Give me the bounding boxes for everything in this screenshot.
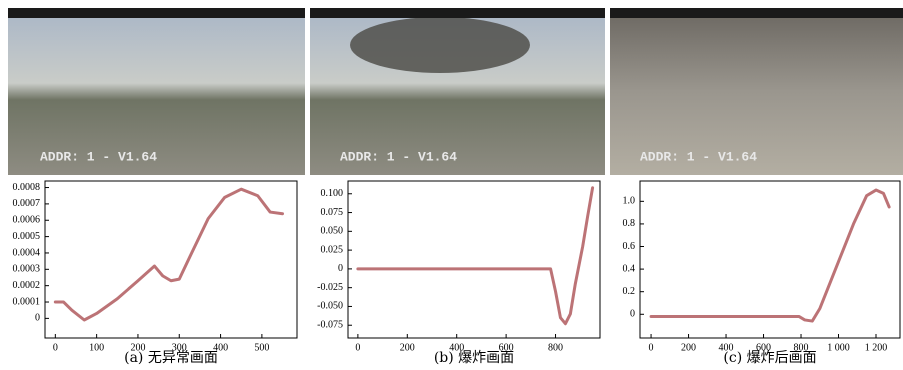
photo-overlay: ADDR: 1 - V1.64 [40, 149, 157, 164]
x-tick-label: 1 200 [865, 342, 888, 353]
y-tick-label: 0.0007 [13, 198, 41, 209]
x-tick-label: 0 [53, 342, 58, 353]
y-tick-label: 0.050 [321, 226, 344, 237]
y-tick-label: 0 [630, 309, 635, 320]
y-tick-label: 0 [338, 263, 343, 274]
y-tick-label: 0.2 [623, 286, 636, 297]
x-tick-label: 0 [355, 342, 360, 353]
y-tick-label: 0.8 [623, 218, 636, 229]
y-tick-label: 0.0004 [13, 247, 41, 258]
plot-frame [45, 181, 297, 338]
x-tick-label: 0 [649, 342, 654, 353]
y-tick-label: 0.0001 [13, 296, 41, 307]
photo-a: ADDR: 1 - V1.64 [8, 8, 305, 175]
y-tick-label: 1.0 [623, 196, 636, 207]
x-tick-label: 200 [400, 342, 415, 353]
y-tick-label: 0 [35, 313, 40, 324]
caption: (c) 爆炸后画面 [723, 350, 816, 366]
y-tick-label: 0.025 [321, 244, 344, 255]
y-tick-label: 0.6 [623, 241, 636, 252]
photo-c: ADDR: 1 - V1.64 [610, 8, 903, 175]
y-tick-label: 0.075 [321, 207, 344, 218]
x-tick-label: 200 [681, 342, 696, 353]
y-tick-label: -0.075 [317, 320, 343, 331]
x-tick-label: 100 [89, 342, 104, 353]
y-tick-label: 0.0008 [13, 182, 41, 193]
data-line [651, 190, 889, 321]
y-tick-label: -0.050 [317, 301, 343, 312]
photo-overlay: ADDR: 1 - V1.64 [340, 149, 457, 164]
y-tick-label: 0.0006 [13, 215, 41, 226]
y-tick-label: 0.0005 [13, 231, 41, 242]
y-tick-label: 0.4 [623, 263, 636, 274]
caption: (b) 爆炸画面 [434, 350, 514, 366]
data-line [358, 188, 593, 324]
plot-frame [348, 181, 600, 338]
x-tick-label: 800 [548, 342, 563, 353]
y-tick-label: 0.100 [321, 188, 344, 199]
caption: (a) 无异常画面 [124, 350, 218, 366]
y-tick-label: 0.0003 [13, 264, 41, 275]
y-tick-label: 0.0002 [13, 280, 41, 291]
x-tick-label: 500 [254, 342, 269, 353]
figure: ADDR: 1 - V1.64 ADDR: 1 - V1.64 ADDR: 1 … [0, 0, 903, 370]
y-tick-label: -0.025 [317, 282, 343, 293]
photo-overlay: ADDR: 1 - V1.64 [640, 149, 757, 164]
x-tick-label: 1 000 [827, 342, 850, 353]
data-line [55, 189, 282, 320]
photo-b: ADDR: 1 - V1.64 [310, 8, 605, 175]
